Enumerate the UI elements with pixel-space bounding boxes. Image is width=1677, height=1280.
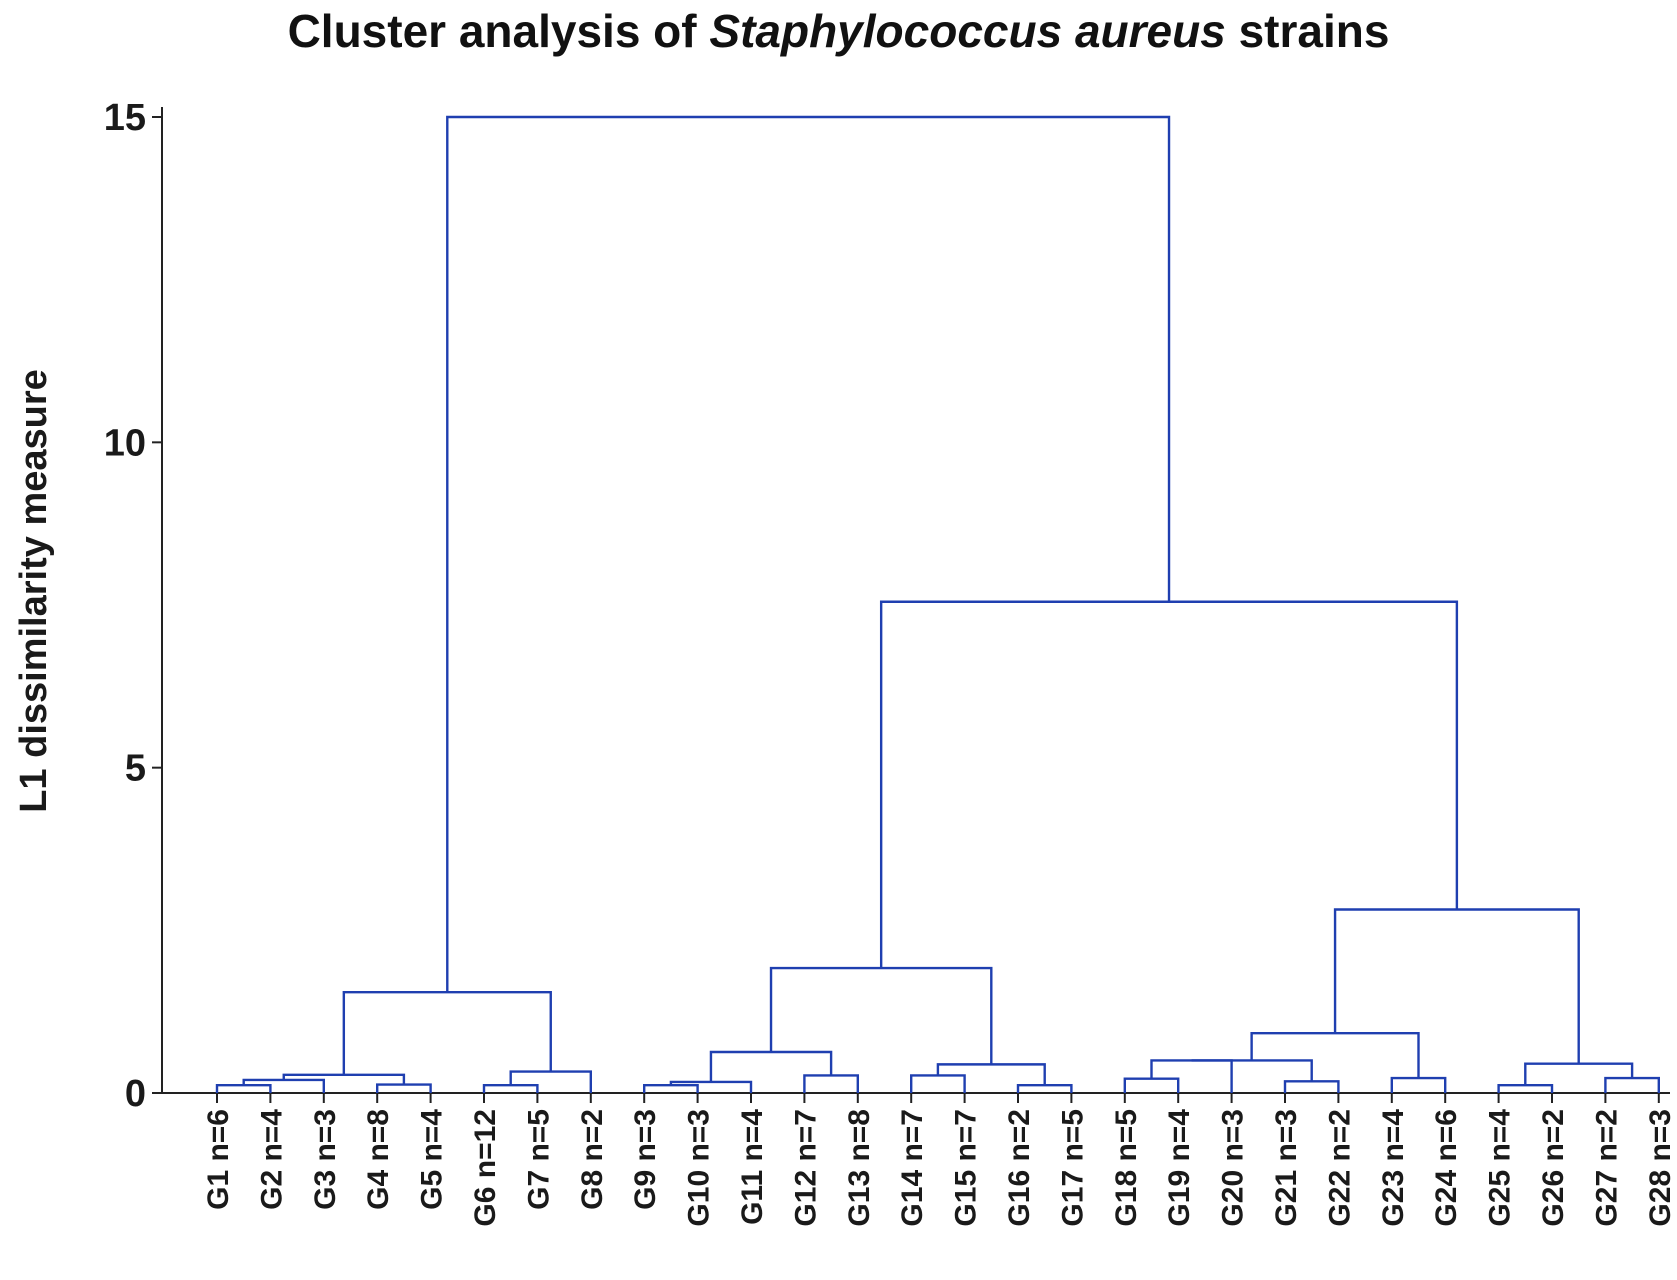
leaf-label: G20 n=3	[1217, 1109, 1250, 1227]
dendrogram-link	[1604, 1076, 1660, 1093]
leaf-label: G23 n=4	[1377, 1109, 1410, 1227]
dendrogram-link	[342, 990, 552, 1075]
dendrogram-link	[482, 1083, 539, 1093]
leaf-label: G11 n=4	[736, 1109, 769, 1225]
leaf-label: G15 n=7	[950, 1109, 983, 1227]
leaf-label: G18 n=5	[1110, 1109, 1143, 1227]
y-tick-label: 0	[125, 1073, 146, 1115]
dendrogram-link	[803, 1074, 859, 1093]
dendrogram-link	[1123, 1077, 1180, 1093]
title-part-3: strains	[1225, 5, 1390, 57]
leaf-label: G24 n=6	[1430, 1109, 1463, 1227]
dendrogram-link	[509, 1070, 592, 1093]
dendrogram-link	[1283, 1080, 1340, 1093]
dendrogram-link	[376, 1083, 432, 1093]
leaf-label: G5 n=4	[416, 1109, 449, 1210]
dendrogram-link	[769, 966, 993, 1065]
leaf-label: G25 n=4	[1484, 1109, 1517, 1227]
dendrogram-branches	[215, 115, 1660, 1093]
y-tick-label: 10	[104, 422, 146, 464]
dendrogram-link	[242, 1078, 325, 1093]
leaf-labels: G1 n=6 G2 n=4 G3 n=3 G4 n=8 G5 n=4 G6 n=12 G7 …	[202, 1093, 1677, 1227]
dendrogram-link	[1191, 1059, 1313, 1082]
chart-title: Cluster analysis of Staphylococcus aureu…	[0, 4, 1677, 58]
dendrogram-link	[1150, 1059, 1233, 1093]
leaf-label: G2 n=4	[255, 1109, 288, 1210]
dendrogram-link	[1250, 1031, 1420, 1079]
leaf-label: G7 n=5	[522, 1109, 555, 1210]
leaf-label: G10 n=3	[683, 1109, 716, 1227]
dendrogram-link	[669, 1080, 753, 1093]
dendrogram-link	[446, 115, 1171, 993]
leaf-label: G8 n=2	[576, 1109, 609, 1210]
dendrogram-link	[709, 1050, 833, 1082]
axes: 0 5 10 15	[104, 97, 1670, 1115]
y-tick-label: 5	[125, 748, 146, 790]
leaf-label: G12 n=7	[789, 1109, 822, 1227]
leaf-label: G28 n=3	[1644, 1109, 1677, 1227]
leaf-label: G16 n=2	[1003, 1109, 1036, 1227]
dendrogram-link	[910, 1074, 966, 1093]
dendrogram-link	[1497, 1083, 1554, 1093]
dendrogram-link	[215, 1083, 272, 1093]
y-axis-label: L1 dissimilarity measure	[13, 369, 55, 813]
leaf-label: G27 n=2	[1590, 1109, 1623, 1227]
leaf-label: G6 n=12	[469, 1109, 502, 1227]
leaf-label: G26 n=2	[1537, 1109, 1570, 1227]
dendrogram-link	[1390, 1076, 1447, 1093]
leaf-label: G4 n=8	[362, 1109, 395, 1210]
dendrogram-link	[1333, 908, 1580, 1064]
leaf-label: G17 n=5	[1056, 1109, 1089, 1227]
leaf-label: G3 n=3	[309, 1109, 342, 1210]
leaf-label: G13 n=8	[843, 1109, 876, 1227]
title-species: Staphylococcus aureus	[709, 5, 1226, 57]
dendrogram-link	[879, 600, 1459, 969]
leaf-label: G22 n=2	[1323, 1109, 1356, 1227]
leaf-label: G9 n=3	[629, 1109, 662, 1210]
leaf-label: G14 n=7	[896, 1109, 929, 1227]
leaf-label: G1 n=6	[202, 1109, 235, 1210]
dendrogram-link	[1524, 1062, 1634, 1086]
title-part-1: Cluster analysis of	[287, 5, 710, 57]
dendrogram-link	[643, 1083, 699, 1093]
leaf-label: G21 n=3	[1270, 1109, 1303, 1227]
dendrogram-link	[1016, 1083, 1073, 1093]
y-tick-label: 15	[104, 97, 146, 139]
leaf-label: G19 n=4	[1163, 1109, 1196, 1227]
